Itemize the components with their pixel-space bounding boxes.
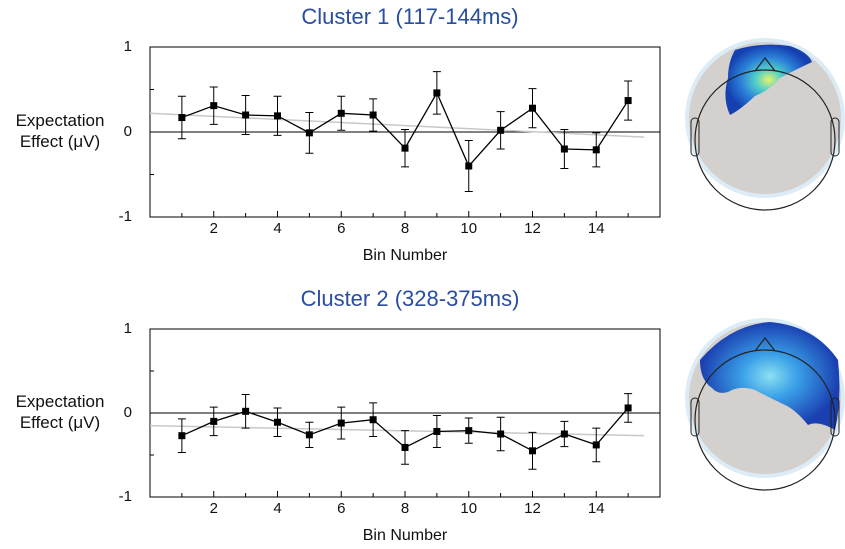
figure: Cluster 1 (117-144ms)-1012468101214Bin N… [0,0,845,549]
marker [242,112,249,119]
x-tick-label: 12 [524,500,541,517]
marker [370,112,377,119]
marker [465,427,472,434]
marker [242,408,249,415]
x-tick-label: 8 [401,220,409,237]
y-tick-label: -1 [119,208,132,225]
marker [625,97,632,104]
x-tick-label: 12 [524,220,541,237]
y-axis-label: Expectation Effect (μV) [4,391,116,433]
marker [433,89,440,96]
marker [370,416,377,423]
y-axis-label: Expectation Effect (μV) [4,110,116,152]
marker [593,146,600,153]
marker [561,146,568,153]
marker [178,114,185,121]
marker [497,127,504,134]
marker [402,444,409,451]
marker [210,102,217,109]
x-tick-label: 14 [588,220,605,237]
x-axis-label: Bin Number [363,247,448,264]
chart-title: Cluster 1 (117-144ms) [301,4,518,29]
marker [593,441,600,448]
marker [561,431,568,438]
topomap [685,38,845,210]
x-tick-label: 2 [210,500,218,517]
x-tick-label: 6 [337,500,345,517]
x-tick-label: 2 [210,220,218,237]
marker [178,432,185,439]
chart: Cluster 1 (117-144ms)-1012468101214Bin N… [0,0,845,549]
x-tick-label: 10 [460,500,477,517]
marker [497,431,504,438]
x-tick-label: 10 [460,220,477,237]
x-tick-label: 4 [273,500,281,517]
chart-title: Cluster 2 (328-375ms) [301,286,520,311]
y-tick-label: 0 [124,404,132,421]
marker [306,431,313,438]
topomap [685,318,845,490]
trend-line [150,426,644,436]
marker [402,145,409,152]
marker [306,129,313,136]
marker [625,404,632,411]
x-tick-label: 14 [588,500,605,517]
y-tick-label: 1 [124,320,132,337]
marker [274,419,281,426]
trend-line [150,113,644,137]
marker [465,163,472,170]
x-tick-label: 8 [401,500,409,517]
marker [433,428,440,435]
marker [338,110,345,117]
marker [274,112,281,119]
marker [210,418,217,425]
y-tick-label: 0 [124,123,132,140]
x-axis-label: Bin Number [363,527,448,544]
x-tick-label: 6 [337,220,345,237]
y-tick-label: 1 [124,38,132,55]
x-tick-label: 4 [273,220,281,237]
marker [529,105,536,112]
marker [338,420,345,427]
y-tick-label: -1 [119,488,132,505]
marker [529,447,536,454]
